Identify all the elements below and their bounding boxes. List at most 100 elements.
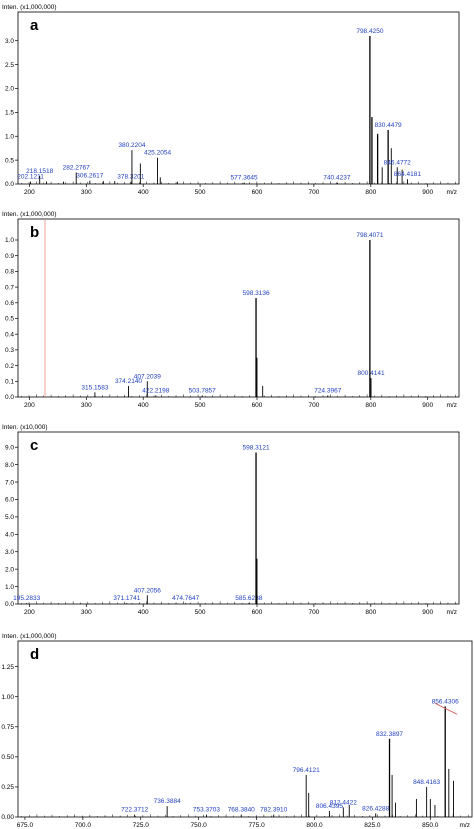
peak-label: 282.2767 (63, 165, 90, 172)
peak-label: 378.3201 (117, 174, 144, 181)
y-tick-label: 0.3 (5, 347, 14, 354)
intensity-unit-label: Inten. (x1,000,000) (2, 211, 57, 218)
x-tick-label: 200 (24, 609, 35, 616)
y-tick-label: 0.7 (5, 284, 14, 291)
peak-label: 306.2617 (76, 173, 103, 180)
panel-letter: a (30, 17, 39, 34)
intensity-unit-label: Inten. (x1,000,000) (2, 633, 57, 640)
x-tick-label: 500 (195, 609, 206, 616)
y-tick-label: 0.2 (5, 363, 14, 370)
peak-label: 806.4395 (316, 803, 343, 810)
y-tick-label: 0.50 (1, 754, 14, 761)
x-tick-label: 600 (252, 189, 263, 196)
x-tick-label: 500 (195, 189, 206, 196)
y-tick-label: 3.0 (5, 549, 14, 556)
y-tick-label: 0.00 (1, 814, 14, 821)
x-tick-label: 600 (252, 609, 263, 616)
peak-label: 503.7857 (189, 387, 216, 394)
peak-label: 598.3121 (242, 444, 269, 451)
peak-label: 195.2833 (13, 595, 40, 602)
peak-label: 848.4163 (413, 779, 440, 786)
peak-label: 782.3910 (260, 807, 287, 814)
x-tick-label: 800 (365, 189, 376, 196)
y-tick-label: 0.4 (5, 331, 14, 338)
x-tick-label: 200 (24, 402, 35, 409)
y-tick-label: 0.5 (5, 316, 14, 323)
x-tick-label: 700 (308, 189, 319, 196)
peak-label: 856.4306 (432, 698, 459, 705)
peak-label: 812.4422 (330, 799, 357, 806)
peak-label: 598.3136 (242, 290, 269, 297)
peak-label: 740.4237 (323, 175, 350, 182)
y-tick-label: 0.0 (5, 601, 14, 608)
x-tick-label: 900 (422, 609, 433, 616)
x-axis-label: m/z (447, 609, 457, 616)
peak-label: 315.1583 (81, 384, 108, 391)
peak-label: 736.3884 (154, 798, 181, 805)
peak-label: 830.4479 (375, 122, 402, 129)
x-tick-label: 800.0 (306, 822, 323, 829)
y-tick-label: 9.0 (5, 444, 14, 451)
peak-label: 407.2039 (134, 373, 161, 380)
panel-letter: d (30, 646, 39, 663)
y-tick-label: 1.0 (5, 584, 14, 591)
x-axis-label: m/z (447, 402, 457, 409)
x-axis-label: m/z (460, 822, 470, 829)
y-tick-label: 1.5 (5, 110, 14, 117)
y-tick-label: 1.0 (5, 237, 14, 244)
x-tick-label: 775.0 (248, 822, 265, 829)
x-tick-label: 600 (252, 402, 263, 409)
peak-label: 826.4288 (362, 805, 389, 812)
x-tick-label: 300 (81, 609, 92, 616)
plot-frame (17, 431, 460, 605)
y-tick-label: 2.5 (5, 62, 14, 69)
panel-letter: b (30, 224, 39, 241)
peak-label: 374.2140 (115, 378, 142, 385)
peak-label: 577.3645 (231, 175, 258, 182)
x-tick-label: 700 (308, 609, 319, 616)
y-tick-label: 0.8 (5, 269, 14, 276)
x-tick-label: 700 (308, 402, 319, 409)
peak-label: 380.2204 (118, 142, 145, 149)
peak-label: 218.1518 (26, 168, 53, 175)
peak-label: 864.4181 (394, 171, 421, 178)
peak-label: 371.1741 (113, 595, 140, 602)
y-tick-label: 2.0 (5, 566, 14, 573)
x-tick-label: 800 (365, 402, 376, 409)
y-tick-label: 1.00 (1, 694, 14, 701)
y-tick-label: 5.0 (5, 514, 14, 521)
panel-letter: c (30, 437, 38, 454)
y-tick-label: 0.75 (1, 724, 14, 731)
y-tick-label: 7.0 (5, 479, 14, 486)
peak-label: 202.1211 (17, 174, 44, 181)
intensity-unit-label: Inten. (x1,000,000) (2, 4, 57, 11)
x-tick-label: 825.0 (364, 822, 381, 829)
x-tick-label: 850.0 (422, 822, 439, 829)
plot-frame (17, 640, 473, 818)
x-tick-label: 750.0 (191, 822, 208, 829)
x-tick-label: 200 (24, 189, 35, 196)
spectrum-panel-d: Inten. (x1,000,000) d 0.00 0.25 0.50 0.75 1.00… (1, 633, 473, 829)
spectrum-panel-a: Inten. (x1,000,000) a 0.0 0.5 1.0 1.5 2.0 2.5 3.… (2, 4, 460, 196)
x-tick-label: 300 (81, 189, 92, 196)
y-tick-label: 0.6 (5, 300, 14, 307)
intensity-unit-label: Inten. (x10,000) (2, 424, 48, 431)
x-tick-label: 300 (81, 402, 92, 409)
y-tick-label: 0.9 (5, 253, 14, 260)
peak-label: 753.3703 (193, 807, 220, 814)
x-tick-label: 900 (422, 402, 433, 409)
peak-label: 585.6288 (235, 595, 262, 602)
spectrum-panel-b: Inten. (x1,000,000) b 0.0 0.1 0.2 0.3 0.4 0.5 0.… (2, 211, 460, 409)
peak-label: 474.7647 (172, 595, 199, 602)
plot-frame (17, 11, 460, 185)
y-tick-label: 3.0 (5, 38, 14, 45)
x-tick-label: 400 (138, 402, 149, 409)
y-tick-label: 1.0 (5, 133, 14, 140)
peak-label: 422.2198 (142, 387, 169, 394)
x-tick-label: 675.0 (17, 822, 34, 829)
y-tick-label: 4.0 (5, 532, 14, 539)
x-tick-label: 800 (365, 609, 376, 616)
y-tick-label: 8.0 (5, 462, 14, 469)
x-tick-label: 400 (138, 609, 149, 616)
